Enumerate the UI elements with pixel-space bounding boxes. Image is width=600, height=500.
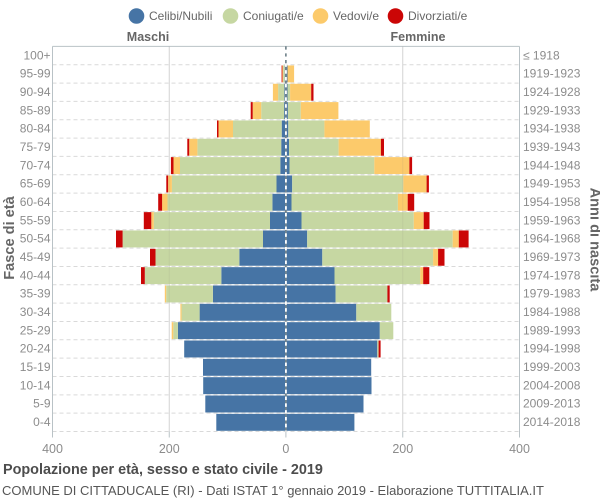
svg-text:1969-1973: 1969-1973 (523, 250, 581, 264)
svg-text:1954-1958: 1954-1958 (523, 195, 581, 209)
svg-text:0: 0 (282, 442, 289, 456)
svg-text:85-89: 85-89 (20, 103, 51, 117)
svg-text:1934-1938: 1934-1938 (523, 122, 581, 136)
svg-text:400: 400 (509, 442, 530, 456)
svg-text:5-9: 5-9 (33, 397, 51, 411)
svg-text:400: 400 (42, 442, 63, 456)
svg-text:40-44: 40-44 (20, 268, 51, 282)
svg-text:Coniugati/e: Coniugati/e (243, 9, 304, 23)
svg-text:1994-1998: 1994-1998 (523, 342, 581, 356)
svg-text:Anni di nascita: Anni di nascita (587, 188, 600, 293)
svg-text:35-39: 35-39 (20, 287, 51, 301)
svg-text:Femmine: Femmine (391, 30, 446, 44)
svg-text:1979-1983: 1979-1983 (523, 287, 581, 301)
svg-text:Divorziati/e: Divorziati/e (408, 9, 468, 23)
svg-text:90-94: 90-94 (20, 85, 51, 99)
svg-text:1939-1943: 1939-1943 (523, 140, 581, 154)
svg-text:1959-1963: 1959-1963 (523, 213, 581, 227)
svg-text:1964-1968: 1964-1968 (523, 232, 581, 246)
svg-text:95-99: 95-99 (20, 67, 51, 81)
svg-text:15-19: 15-19 (20, 360, 51, 374)
svg-text:1929-1933: 1929-1933 (523, 103, 581, 117)
svg-text:1919-1923: 1919-1923 (523, 67, 581, 81)
svg-text:2014-2018: 2014-2018 (523, 415, 581, 429)
svg-text:1974-1978: 1974-1978 (523, 268, 581, 282)
svg-text:30-34: 30-34 (20, 305, 51, 319)
svg-text:1949-1953: 1949-1953 (523, 177, 581, 191)
svg-text:20-24: 20-24 (20, 342, 51, 356)
svg-text:≤ 1918: ≤ 1918 (523, 48, 560, 62)
svg-text:200: 200 (392, 442, 413, 456)
svg-text:1989-1993: 1989-1993 (523, 323, 581, 337)
svg-text:25-29: 25-29 (20, 323, 51, 337)
svg-text:55-59: 55-59 (20, 213, 51, 227)
svg-text:70-74: 70-74 (20, 158, 51, 172)
svg-text:10-14: 10-14 (20, 378, 51, 392)
svg-text:200: 200 (159, 442, 180, 456)
svg-text:60-64: 60-64 (20, 195, 51, 209)
svg-text:0-4: 0-4 (33, 415, 51, 429)
svg-text:Vedovi/e: Vedovi/e (333, 9, 379, 23)
svg-text:2004-2008: 2004-2008 (523, 378, 581, 392)
svg-text:75-79: 75-79 (20, 140, 51, 154)
svg-text:1984-1988: 1984-1988 (523, 305, 581, 319)
svg-text:65-69: 65-69 (20, 177, 51, 191)
svg-text:100+: 100+ (23, 48, 50, 62)
svg-text:50-54: 50-54 (20, 232, 51, 246)
svg-text:80-84: 80-84 (20, 122, 51, 136)
svg-text:1924-1928: 1924-1928 (523, 85, 581, 99)
svg-text:Celibi/Nubili: Celibi/Nubili (149, 9, 212, 23)
svg-text:45-49: 45-49 (20, 250, 51, 264)
svg-text:2009-2013: 2009-2013 (523, 397, 581, 411)
svg-text:1999-2003: 1999-2003 (523, 360, 581, 374)
svg-text:1944-1948: 1944-1948 (523, 158, 581, 172)
svg-text:Maschi: Maschi (127, 30, 169, 44)
svg-text:Fasce di età: Fasce di età (2, 195, 18, 279)
svg-text:COMUNE DI CITTADUCALE (RI) - D: COMUNE DI CITTADUCALE (RI) - Dati ISTAT … (2, 483, 544, 498)
svg-text:Popolazione per età, sesso e s: Popolazione per età, sesso e stato civil… (3, 462, 323, 478)
